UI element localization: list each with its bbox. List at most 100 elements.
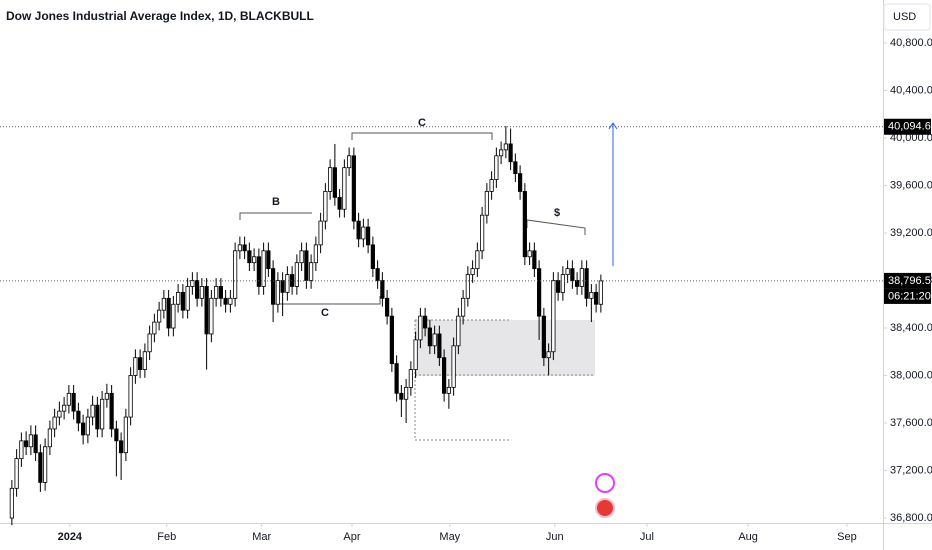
candle-body	[537, 268, 542, 317]
candle-body	[299, 250, 304, 264]
candle-body	[280, 280, 285, 293]
candle-body	[328, 167, 333, 192]
candle-body	[442, 357, 447, 394]
candle-body	[541, 315, 546, 359]
candle-body	[579, 268, 584, 287]
candle-body	[480, 214, 485, 252]
candle-body	[451, 345, 456, 388]
candle-body	[57, 410, 62, 418]
countdown-box	[884, 288, 931, 304]
candle-body	[275, 280, 280, 305]
candle-body	[556, 280, 561, 293]
currency-box[interactable]	[883, 3, 931, 31]
candle-body	[532, 250, 537, 270]
candle-body	[361, 226, 366, 240]
candle-body	[399, 392, 404, 400]
candle-body	[52, 416, 57, 430]
x-tick-label: Aug	[738, 531, 758, 543]
bracket	[351, 132, 493, 140]
candle-body	[323, 191, 328, 222]
chart-title: Dow Jones Industrial Average Index, 1D, …	[6, 9, 314, 23]
candle-body	[404, 386, 409, 400]
candle-body	[9, 487, 14, 519]
candle-body	[85, 416, 90, 436]
x-tick-label: Jun	[546, 531, 564, 543]
candle-body	[413, 339, 418, 370]
y-tick-label: 37,200.00	[890, 464, 932, 476]
candle-body	[214, 286, 219, 299]
zone-box	[415, 320, 595, 376]
candle-body	[81, 422, 86, 436]
event-icon[interactable]	[595, 473, 615, 493]
annotation: B	[272, 196, 280, 208]
candle-body	[43, 446, 48, 483]
candle-body	[366, 226, 371, 246]
candle-body	[584, 268, 589, 299]
candle-body	[456, 315, 461, 347]
candle-body	[90, 404, 95, 418]
y-tick-label: 37,600.00	[890, 417, 932, 429]
candle-body	[332, 167, 337, 198]
candle-body	[138, 357, 143, 370]
candle-body	[47, 428, 52, 448]
x-tick-label: May	[439, 531, 460, 543]
y-tick-label: 40,400.00	[890, 84, 932, 96]
price-label: 40,094.61	[888, 121, 932, 133]
annotation: C	[321, 307, 329, 319]
y-tick-label: 39,600.00	[890, 179, 932, 191]
candle-body	[446, 386, 451, 394]
candle-body	[551, 280, 556, 353]
candle-body	[204, 286, 209, 335]
candle-body	[38, 452, 43, 483]
candle-body	[233, 250, 238, 299]
candle-body	[503, 143, 508, 151]
candle-body	[176, 291, 181, 305]
candle-body	[309, 262, 314, 281]
candle-body	[522, 191, 527, 258]
candle-body	[475, 250, 480, 270]
candle-body	[228, 297, 233, 305]
candle-body	[100, 398, 105, 430]
candle-body	[62, 404, 67, 412]
candle-body	[484, 191, 489, 216]
candle-body	[19, 440, 24, 460]
candle-body	[142, 351, 147, 370]
candle-body	[218, 286, 223, 299]
candle-body	[252, 256, 257, 264]
candle-body	[180, 291, 185, 311]
candle-body	[318, 220, 323, 246]
candle-body	[71, 392, 76, 412]
x-tick-label: Mar	[252, 531, 271, 543]
x-tick-label: Jul	[640, 531, 654, 543]
candle-body	[166, 297, 171, 329]
candle-body	[527, 250, 532, 258]
candle-body	[266, 250, 271, 270]
candle-body	[518, 173, 523, 192]
candle-body	[271, 268, 276, 305]
candle-body	[513, 161, 518, 175]
candle-body	[570, 268, 575, 281]
bracket	[526, 219, 586, 235]
candle-body	[33, 434, 38, 454]
candle-body	[109, 392, 114, 430]
event-icon[interactable]	[595, 498, 615, 518]
x-tick-label: Sep	[837, 531, 857, 543]
candle-body	[28, 434, 33, 448]
candle-body	[594, 291, 599, 305]
candle-body	[223, 297, 228, 305]
candle-body	[499, 149, 504, 157]
candle-body	[237, 244, 242, 252]
candle-body	[560, 274, 565, 293]
candle-body	[261, 250, 266, 287]
candle-body	[152, 321, 157, 335]
candle-body	[256, 256, 261, 287]
candle-body	[370, 244, 375, 270]
y-tick-label: 38,400.00	[890, 322, 932, 334]
candle-body	[294, 262, 299, 287]
candle-body	[494, 155, 499, 180]
candle-body	[589, 291, 594, 299]
candle-body	[427, 327, 432, 347]
candle-body	[119, 440, 124, 454]
candle-body	[337, 196, 342, 210]
